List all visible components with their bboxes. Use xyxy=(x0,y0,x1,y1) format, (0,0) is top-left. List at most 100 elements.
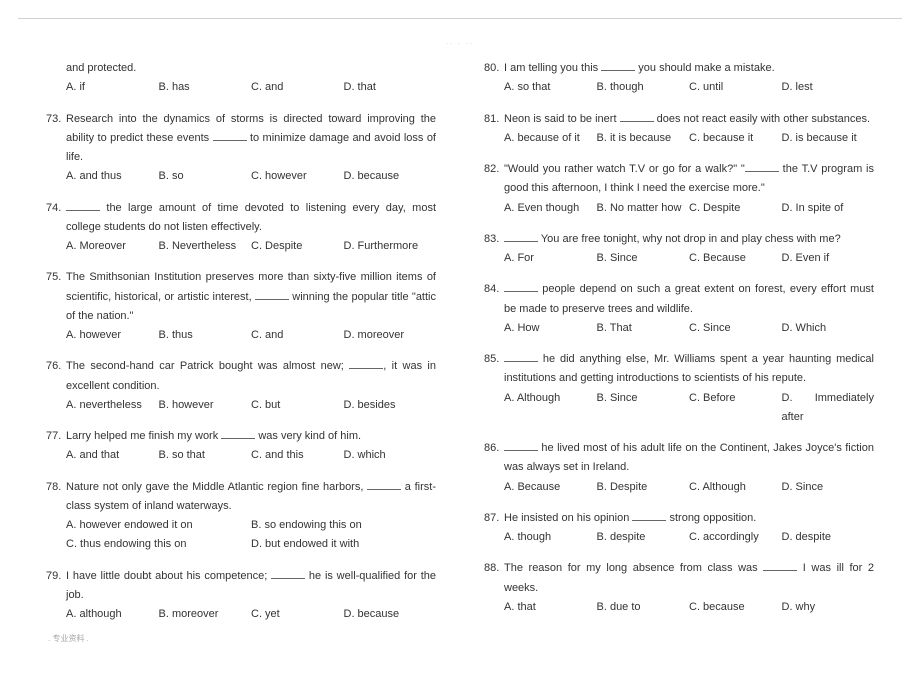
option: D. despite xyxy=(782,528,875,547)
option: C. Before xyxy=(689,389,782,428)
question-options: A. and thusB. soC. howeverD. because xyxy=(46,167,436,186)
option: D. that xyxy=(344,78,437,97)
option: B. though xyxy=(597,78,690,97)
option: A. Moreover xyxy=(66,237,159,256)
question-options: A. howeverB. thusC. andD. moreover xyxy=(46,326,436,345)
option: C. however xyxy=(251,167,344,186)
option: B. Nevertheless xyxy=(159,237,252,256)
option: B. so that xyxy=(159,446,252,465)
question: 74. the large amount of time devoted to … xyxy=(46,199,436,257)
question-options: A. ForB. SinceC. BecauseD. Even if xyxy=(484,249,874,268)
option: C. until xyxy=(689,78,782,97)
option: D. Since xyxy=(782,478,875,497)
question-options: A. so thatB. thoughC. untilD. lest xyxy=(484,78,874,97)
option: B. thus xyxy=(159,326,252,345)
option: A. Because xyxy=(504,478,597,497)
question-options: A. HowB. ThatC. SinceD. Which xyxy=(484,319,874,338)
question-options: A. AlthoughB. SinceC. BeforeD. Immediate… xyxy=(484,389,874,428)
question-stem: 76.The second-hand car Patrick bought wa… xyxy=(46,357,436,396)
question-stem: 78.Nature not only gave the Middle Atlan… xyxy=(46,478,436,517)
question-stem: 84. people depend on such a great extent… xyxy=(484,280,874,319)
fragment-options: A. ifB. hasC. andD. that xyxy=(46,78,436,97)
option: A. How xyxy=(504,319,597,338)
option: D. moreover xyxy=(344,326,437,345)
option: B. That xyxy=(597,319,690,338)
question-stem: 81.Neon is said to be inert does not rea… xyxy=(484,110,874,129)
question: 82."Would you rather watch T.V or go for… xyxy=(484,160,874,218)
question-options: A. Even thoughB. No matter howC. Despite… xyxy=(484,199,874,218)
question-stem: 75.The Smithsonian Institution preserves… xyxy=(46,268,436,326)
option: B. moreover xyxy=(159,605,252,624)
option: A. that xyxy=(504,598,597,617)
option: D. because xyxy=(344,605,437,624)
question: 77.Larry helped me finish my work was ve… xyxy=(46,427,436,466)
option: C. accordingly xyxy=(689,528,782,547)
option: C. Despite xyxy=(251,237,344,256)
columns: and protected. A. ifB. hasC. andD. that … xyxy=(46,59,874,636)
option: C. Because xyxy=(689,249,782,268)
option: A. and that xyxy=(66,446,159,465)
question-stem: 87.He insisted on his opinion strong opp… xyxy=(484,509,874,528)
question: 85. he did anything else, Mr. Williams s… xyxy=(484,350,874,427)
option: C. because it xyxy=(689,129,782,148)
option: D. Even if xyxy=(782,249,875,268)
question-options: A. thoughB. despiteC. accordinglyD. desp… xyxy=(484,528,874,547)
option: A. although xyxy=(66,605,159,624)
page-header: .. . .. xyxy=(446,37,474,49)
option: C. Since xyxy=(689,319,782,338)
option: D. lest xyxy=(782,78,875,97)
option: D. Furthermore xyxy=(344,237,437,256)
option: D. is because it xyxy=(782,129,875,148)
option: A. because of it xyxy=(504,129,597,148)
option: B. No matter how xyxy=(597,199,690,218)
option: B. Despite xyxy=(597,478,690,497)
question-options: A. althoughB. moreoverC. yetD. because xyxy=(46,605,436,624)
option: B. it is because xyxy=(597,129,690,148)
question-stem: 82."Would you rather watch T.V or go for… xyxy=(484,160,874,199)
question: 87.He insisted on his opinion strong opp… xyxy=(484,509,874,548)
question: 79.I have little doubt about his compete… xyxy=(46,567,436,625)
fragment-text: and protected. xyxy=(46,59,436,78)
question-options: A. because of itB. it is becauseC. becau… xyxy=(484,129,874,148)
question-stem: 77.Larry helped me finish my work was ve… xyxy=(46,427,436,446)
page-container: .. . .. and protected. A. ifB. hasC. and… xyxy=(18,18,902,656)
option: A. however endowed it on xyxy=(66,516,251,535)
question-stem: 88.The reason for my long absence from c… xyxy=(484,559,874,598)
option: D. because xyxy=(344,167,437,186)
right-column: 80.I am telling you this you should make… xyxy=(484,59,874,636)
option: D. In spite of xyxy=(782,199,875,218)
option: C. and this xyxy=(251,446,344,465)
option: A. though xyxy=(504,528,597,547)
question-options: A. MoreoverB. NeverthelessC. DespiteD. F… xyxy=(46,237,436,256)
question-fragment: and protected. A. ifB. hasC. andD. that xyxy=(46,59,436,98)
option: A. if xyxy=(66,78,159,97)
option: D. Which xyxy=(782,319,875,338)
question: 88.The reason for my long absence from c… xyxy=(484,559,874,617)
question-stem: 73.Research into the dynamics of storms … xyxy=(46,110,436,168)
option: C. and xyxy=(251,326,344,345)
question-stem: 85. he did anything else, Mr. Williams s… xyxy=(484,350,874,389)
question-stem: 80.I am telling you this you should make… xyxy=(484,59,874,78)
option: B. has xyxy=(159,78,252,97)
option: B. however xyxy=(159,396,252,415)
option: A. and thus xyxy=(66,167,159,186)
question: 86. he lived most of his adult life on t… xyxy=(484,439,874,497)
question: 73.Research into the dynamics of storms … xyxy=(46,110,436,187)
question-options: A. however endowed it onB. so endowing t… xyxy=(46,516,436,555)
option: B. so endowing this on xyxy=(251,516,436,535)
question-stem: 79.I have little doubt about his compete… xyxy=(46,567,436,606)
question-stem: 86. he lived most of his adult life on t… xyxy=(484,439,874,478)
option: A. Even though xyxy=(504,199,597,218)
question-options: A. BecauseB. DespiteC. AlthoughD. Since xyxy=(484,478,874,497)
option: A. nevertheless xyxy=(66,396,159,415)
question: 81.Neon is said to be inert does not rea… xyxy=(484,110,874,149)
question: 84. people depend on such a great extent… xyxy=(484,280,874,338)
option: B. due to xyxy=(597,598,690,617)
question: 76.The second-hand car Patrick bought wa… xyxy=(46,357,436,415)
option: B. Since xyxy=(597,249,690,268)
option: D. which xyxy=(344,446,437,465)
option: B. Since xyxy=(597,389,690,428)
option: C. and xyxy=(251,78,344,97)
question-options: A. neverthelessB. howeverC. butD. beside… xyxy=(46,396,436,415)
option: D. but endowed it with xyxy=(251,535,436,554)
